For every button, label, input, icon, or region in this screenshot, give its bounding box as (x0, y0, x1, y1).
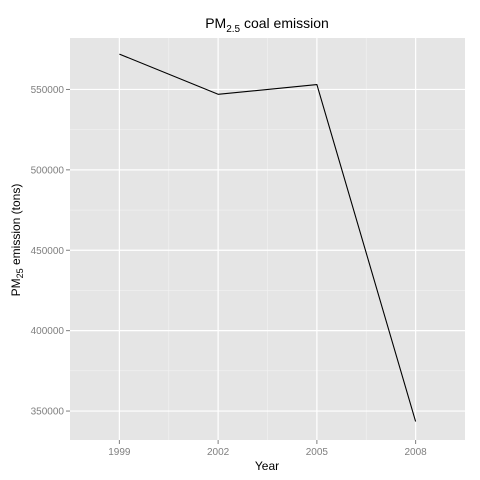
x-axis: 1999 2002 2005 2008 (108, 440, 427, 458)
title-suffix: coal emission (240, 15, 329, 31)
x-tick-label: 2002 (207, 447, 230, 458)
x-tick-label: 1999 (108, 447, 131, 458)
title-prefix: PM (205, 15, 226, 31)
x-tick-label: 2005 (306, 447, 329, 458)
x-tick-label: 2008 (405, 447, 428, 458)
y-tick-label: 450000 (31, 246, 65, 257)
y-tick-label: 400000 (31, 326, 65, 337)
ylabel-prefix: PM (9, 278, 23, 296)
ylabel-suffix: emission (tons) (9, 184, 23, 269)
y-axis-title: PM25 emission (tons) (9, 184, 25, 297)
series-line (119, 53, 417, 422)
y-tick-label: 350000 (31, 407, 65, 418)
y-tick-label: 500000 (31, 165, 65, 176)
series-layer (119, 53, 417, 422)
x-axis-title: Year (255, 459, 279, 473)
ylabel-subscript: 25 (15, 268, 25, 278)
title-subscript: 2.5 (226, 24, 240, 35)
y-axis: 350000 400000 450000 500000 550000 (31, 85, 70, 418)
chart-title: PM2.5 coal emission (205, 15, 329, 35)
y-tick-label: 550000 (31, 85, 65, 96)
